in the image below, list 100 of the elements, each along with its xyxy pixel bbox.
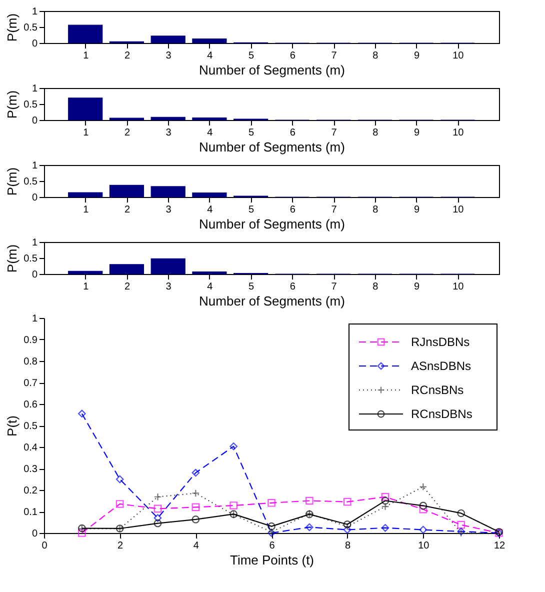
y-tick-label: 1 — [32, 6, 38, 18]
point — [343, 498, 352, 506]
x-tick-label: 6 — [269, 540, 276, 552]
x-tick-label: 5 — [248, 50, 255, 62]
x-tick-label: 7 — [331, 128, 338, 138]
bar — [192, 271, 227, 274]
x-tick-label: 10 — [452, 50, 464, 62]
legend-label: RCnsBNs — [411, 383, 464, 397]
point — [268, 498, 276, 507]
x-tick-label: 8 — [345, 540, 352, 552]
y-tick-label: 0 — [32, 528, 38, 540]
y-axis-title: P(t) — [4, 416, 20, 436]
bar — [150, 186, 186, 198]
y-tick-label: 0.5 — [24, 100, 38, 110]
point — [419, 505, 428, 514]
point — [154, 519, 162, 528]
y-tick-label: 0.9 — [24, 335, 38, 346]
point — [306, 496, 314, 505]
y-tick-label: 0 — [32, 116, 38, 126]
x-tick-label: 6 — [290, 128, 296, 138]
y-tick-label: 0 — [32, 192, 38, 204]
x-tick-label: 10 — [452, 128, 464, 138]
x-tick-label: 10 — [452, 204, 464, 216]
point — [306, 523, 314, 532]
bar — [192, 117, 227, 120]
x-tick-label: 7 — [331, 282, 338, 292]
x-tick-label: 3 — [166, 128, 172, 138]
x-tick-label: 12 — [494, 540, 506, 552]
point — [192, 516, 200, 524]
point — [230, 502, 238, 510]
x-tick-label: 1 — [83, 282, 90, 292]
point — [154, 514, 162, 522]
x-tick-label: 8 — [372, 128, 379, 138]
x-tick-label: 2 — [124, 50, 130, 62]
x-tick-label: 10 — [418, 540, 430, 552]
y-tick-label: 0.5 — [24, 254, 38, 264]
x-tick-label: 5 — [248, 128, 255, 138]
bar — [68, 192, 103, 198]
point — [381, 492, 390, 501]
x-tick-label: 5 — [248, 204, 255, 216]
x-tick-label: 7 — [331, 204, 338, 216]
y-tick-label: 0.8 — [24, 356, 38, 368]
legend-label: ASnsDBNs — [411, 359, 472, 373]
point — [419, 502, 428, 510]
point — [192, 489, 200, 498]
bar — [150, 116, 186, 120]
point — [116, 500, 124, 508]
y-tick-label: 0.3 — [24, 464, 38, 475]
x-tick-label: 4 — [207, 282, 214, 292]
point — [381, 496, 390, 505]
y-tick-label: 1 — [32, 314, 38, 324]
point — [78, 410, 86, 418]
y-tick-label: 0.2 — [24, 486, 38, 496]
x-tick-label: 4 — [207, 204, 214, 216]
point — [419, 526, 428, 534]
y-tick-label: 0.5 — [24, 176, 38, 188]
x-tick-label: 4 — [207, 128, 214, 138]
point — [192, 503, 200, 512]
y-tick-label: 0.7 — [24, 378, 38, 389]
x-tick-label: 7 — [331, 50, 338, 62]
y-axis-title: P(m) — [4, 167, 20, 196]
x-tick-label: 4 — [207, 50, 214, 62]
x-tick-label: 2 — [124, 128, 130, 138]
x-tick-label: 4 — [193, 540, 200, 552]
y-axis-title: P(m) — [4, 13, 20, 42]
x-tick-label: 8 — [372, 282, 379, 292]
y-tick-label: 1 — [32, 160, 38, 172]
x-tick-label: 9 — [414, 50, 420, 62]
x-tick-label: 8 — [372, 204, 379, 216]
point — [343, 526, 352, 534]
x-axis-title: Number of Segments (m) — [199, 140, 345, 154]
bar — [109, 184, 144, 198]
point — [419, 482, 428, 491]
point — [154, 492, 162, 501]
x-tick-label: 9 — [414, 282, 420, 292]
bar — [68, 270, 103, 274]
point — [457, 520, 465, 529]
y-axis-title: P(m) — [4, 244, 20, 273]
y-tick-label: 0.1 — [24, 507, 38, 518]
bar — [68, 24, 103, 44]
x-tick-label: 1 — [83, 128, 90, 138]
x-tick-label: 10 — [452, 282, 464, 292]
point — [192, 468, 200, 477]
bar — [150, 36, 186, 44]
y-tick-label: 1 — [32, 238, 38, 248]
x-tick-label: 1 — [83, 204, 90, 216]
bar — [68, 98, 103, 120]
legend-label: RJnsDBNs — [411, 335, 470, 349]
y-tick-label: 0.6 — [24, 400, 38, 410]
x-tick-label: 6 — [290, 204, 296, 216]
y-tick-label: 1 — [32, 84, 38, 94]
x-tick-label: 3 — [166, 204, 172, 216]
point — [78, 529, 86, 537]
x-axis-title: Number of Segments (m) — [199, 62, 345, 78]
y-tick-label: 0.5 — [24, 22, 38, 34]
x-tick-label: 9 — [414, 128, 420, 138]
bar — [150, 258, 186, 274]
point — [230, 442, 238, 450]
x-axis-title: Number of Segments (m) — [199, 294, 345, 308]
x-tick-label: 9 — [414, 204, 420, 216]
